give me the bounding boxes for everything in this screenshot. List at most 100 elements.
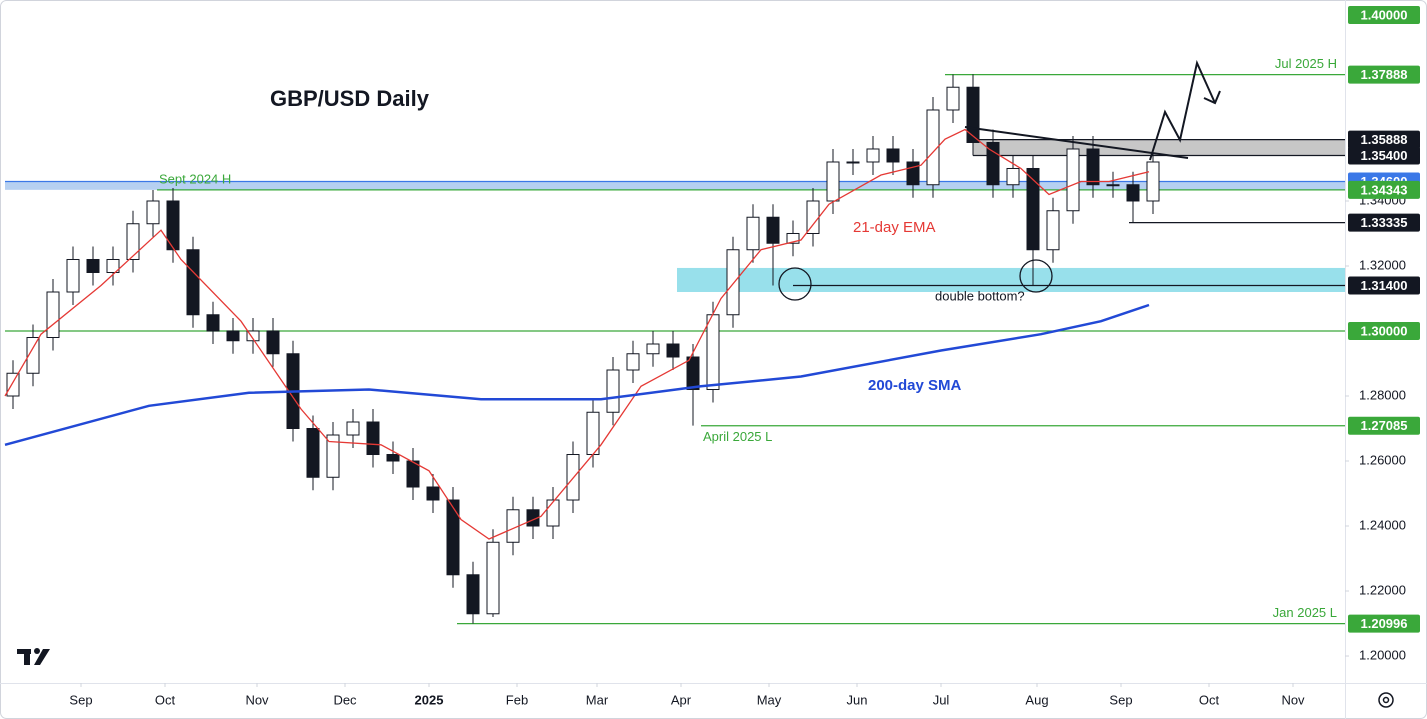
candle-body [146,200,160,225]
candle-body [246,330,260,342]
projection-arrow [1149,59,1216,161]
candle-body [26,336,40,374]
x-tick-label: 2025 [415,692,444,707]
candle-body [606,369,620,413]
x-tick-label: Jun [847,692,868,707]
price-tag [1348,321,1420,340]
axes: 1.20000 1.22000 1.24000 1.26000 1.28000 1.320… [69,6,1420,707]
candle-body [866,148,880,163]
candle-body [346,421,360,436]
candle-body [786,232,800,244]
candle-body [46,291,60,338]
candle-body [806,200,820,234]
ma-line [4,128,1150,540]
candle-body [1026,167,1040,251]
y-tick-label: 1.28000 [1359,387,1406,402]
price-tag [1348,213,1420,232]
candle-body [1106,184,1120,187]
level-note: Jul 2025 H [1275,56,1337,71]
price-tag-label: 1.20996 [1361,616,1408,631]
candle-body [446,499,460,576]
candle-body [126,223,140,260]
settings-icon[interactable] [1378,692,1394,708]
candle-body [966,86,980,143]
series-label: 200-day SMA [868,377,962,394]
candle-body [186,249,200,316]
candle-body [826,161,840,202]
candle-body [886,148,900,163]
candle-body [746,216,760,251]
candle-body [1126,184,1140,202]
price-tag-label: 1.34343 [1361,182,1408,197]
candle-body [1066,148,1080,212]
candle-body [226,330,240,342]
level-note: Sept 2024 H [159,171,231,186]
x-tick-label: Sep [1109,692,1132,707]
price-tag [1348,6,1420,24]
candle-body [766,216,780,244]
candle-body [1086,148,1100,186]
candle-body [666,343,680,358]
y-tick-label: 1.26000 [1359,452,1406,467]
candle-body [206,314,220,332]
price-tag [1348,276,1420,295]
x-tick-label: Dec [333,692,357,707]
price-tag-label: 1.31400 [1361,278,1408,293]
candle-body [1146,161,1160,202]
price-tag [1348,180,1420,199]
candle-body [106,258,120,273]
candle-body [6,372,20,397]
x-tick-label: May [757,692,782,707]
candle-body [1006,167,1020,186]
candle-body [1046,210,1060,251]
x-tick-label: Nov [245,692,269,707]
price-tag [1348,65,1420,84]
x-tick-label: Sep [69,692,92,707]
price-tag-label: 1.35400 [1361,148,1408,163]
candle-body [626,353,640,371]
candle-body [86,258,100,273]
level-note: Jan 2025 L [1273,605,1337,620]
zone [5,181,1345,190]
candle-body [426,486,440,501]
candle-body [166,200,180,251]
x-tick-label: Feb [506,692,528,707]
candle-body [306,428,320,478]
candle-body [266,330,280,355]
y-tick-label: 1.22000 [1359,582,1406,597]
circle-marker [778,267,812,301]
candle-body [706,314,720,391]
price-tag-label: 1.33335 [1361,215,1408,230]
zone [677,267,1345,292]
chart-title: GBP/USD Daily [270,86,430,111]
logo [17,648,50,665]
x-tick-label: Apr [671,692,692,707]
candle-body [926,109,940,186]
candle-body [686,356,700,391]
x-tick-label: Oct [155,692,176,707]
x-tick-label: Jul [933,692,950,707]
plot: Jul 2025 H Sept 2024 H April 2025 L Jan 202… [4,56,1345,625]
candle-body [466,574,480,615]
candle-body [526,509,540,527]
series-label: 21-day EMA [853,219,936,236]
price-tag [1348,614,1420,633]
ma-line [4,303,1150,447]
y-tick-label: 1.24000 [1359,517,1406,532]
annotation: double bottom? [935,288,1025,303]
x-tick-label: Mar [586,692,609,707]
candle-body [486,541,500,615]
circle-marker [1019,259,1053,293]
level-note: April 2025 L [703,429,772,444]
price-tag [1348,146,1420,165]
candle-body [586,411,600,456]
x-tick-label: Nov [1281,692,1305,707]
candle-body [726,249,740,316]
zone [973,139,1345,156]
arrow-head [1203,90,1221,105]
candle-body [366,421,380,456]
candle-body [546,499,560,527]
x-tick-label: Aug [1025,692,1048,707]
price-tag-label: 1.30000 [1361,323,1408,338]
price-tag-label: 1.27085 [1361,418,1408,433]
